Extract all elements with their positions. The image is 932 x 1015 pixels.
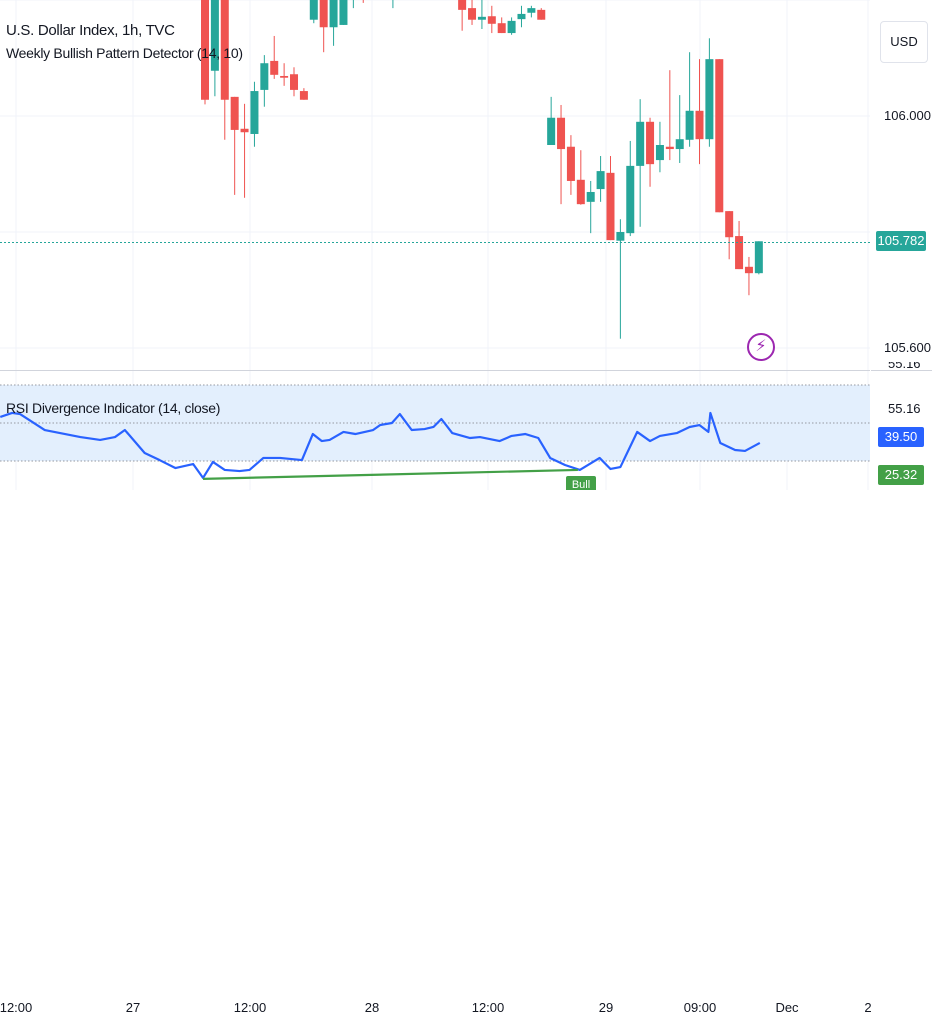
candle-body — [606, 172, 615, 241]
candle-body — [527, 8, 536, 13]
candle-body — [636, 121, 645, 166]
rsi-axis-label: 55.16 — [888, 362, 921, 371]
symbol-title: U.S. Dollar Index, 1h, TVC — [6, 22, 175, 39]
candle-body — [725, 211, 734, 238]
rsi-current-tag: 39.50 — [878, 427, 924, 447]
candle-body — [487, 16, 496, 24]
candle-body — [290, 74, 299, 90]
candle-body — [270, 60, 279, 75]
candle-body — [754, 241, 763, 274]
candle-body — [744, 266, 753, 274]
candle-body — [507, 20, 516, 34]
price-label: 105.600 — [884, 340, 931, 355]
candle-body — [695, 110, 704, 140]
candle-body — [735, 236, 744, 270]
candle-body — [547, 117, 556, 145]
time-label: 12:00 — [233, 1000, 267, 1015]
time-label: 2 — [864, 1000, 872, 1015]
candles — [201, 0, 763, 339]
candle-body — [655, 145, 664, 161]
candle-body — [665, 146, 674, 150]
chart-canvas[interactable] — [0, 0, 932, 550]
candle-body — [210, 0, 219, 71]
candle-body — [705, 59, 714, 140]
candle-body — [220, 0, 229, 100]
candle-body — [646, 121, 655, 165]
candle-body — [626, 165, 635, 234]
rsi-axis-label: 55.16 — [888, 401, 921, 416]
candle-body — [458, 0, 467, 10]
time-label: 09:00 — [683, 1000, 717, 1015]
lightning-alert-icon[interactable]: ⚡︎ — [747, 333, 775, 361]
indicator-legend[interactable]: Weekly Bullish Pattern Detector (14, 10) — [6, 45, 243, 61]
candle-body — [319, 0, 328, 28]
candle-body — [201, 0, 209, 100]
candle-body — [329, 0, 338, 28]
candle-body — [299, 91, 308, 100]
time-label: 29 — [598, 1000, 614, 1015]
candle-body — [230, 96, 239, 130]
candle-body — [566, 146, 575, 181]
candle-body — [616, 232, 625, 241]
price-label: 106.000 — [884, 108, 931, 123]
candle-body — [468, 8, 477, 20]
candle-body — [675, 139, 684, 150]
rsi-line — [0, 411, 761, 480]
bullish-divergence-line — [202, 468, 578, 480]
candle-body — [685, 110, 694, 140]
candle-body — [240, 128, 249, 133]
time-axis[interactable]: 12:00 27 12:00 28 12:00 29 09:00 Dec 2 — [0, 490, 932, 1015]
candle-body — [557, 117, 566, 150]
candle-body — [586, 191, 595, 202]
time-label: Dec — [775, 1000, 799, 1015]
candle-body — [576, 179, 585, 205]
currency-button[interactable]: USD — [880, 21, 928, 63]
candle-body — [280, 75, 289, 78]
rsi-divergence-tag: 25.32 — [878, 465, 924, 485]
candle-body — [497, 23, 506, 34]
time-label: 12:00 — [471, 1000, 505, 1015]
rsi-indicator-legend[interactable]: RSI Divergence Indicator (14, close) — [6, 400, 221, 416]
candle-body — [260, 63, 269, 90]
candle-body — [250, 91, 259, 134]
candle-body — [309, 0, 318, 20]
time-label: 28 — [364, 1000, 380, 1015]
time-label: 27 — [125, 1000, 141, 1015]
candle-body — [517, 13, 526, 20]
bull-signal-label: Bull — [566, 476, 596, 494]
time-label: 12:00 — [0, 1000, 33, 1015]
candle-body — [596, 171, 605, 190]
candle-body — [537, 9, 546, 20]
candle-body — [477, 16, 486, 20]
candle-body — [715, 59, 724, 213]
current-price-tag: 105.782 — [876, 231, 926, 251]
candle-body — [339, 0, 348, 25]
